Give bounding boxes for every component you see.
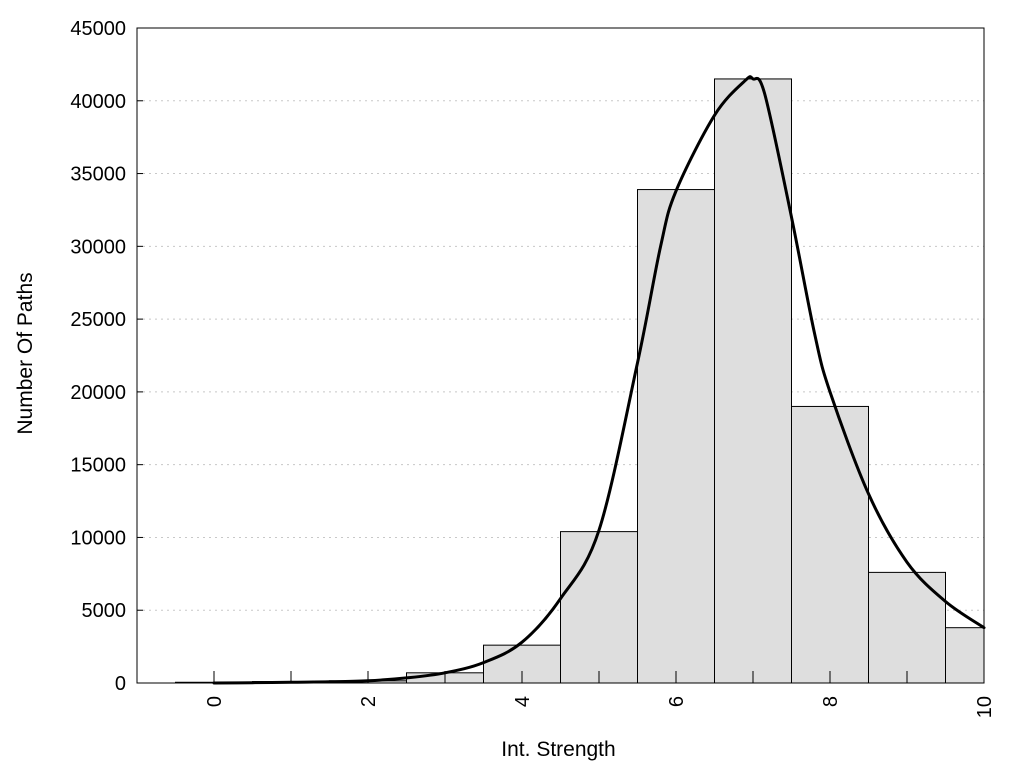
x-axis: 0 2 4 6 8 10 — [204, 671, 996, 718]
density-curve — [212, 75, 986, 685]
histogram-bars — [175, 78, 985, 684]
y-tick-label: 15000 — [70, 455, 126, 477]
histogram-bar — [637, 189, 715, 684]
y-axis: 0 5000 10000 15000 20000 25000 30000 35000 40000… — [70, 18, 143, 695]
x-tick-label: 10 — [974, 696, 996, 718]
histogram-bar — [868, 571, 946, 684]
y-tick-label: 20000 — [70, 382, 126, 404]
y-tick-label: 5000 — [82, 600, 127, 622]
y-tick-label: 30000 — [70, 236, 126, 258]
x-axis-title: Int. Strength — [501, 738, 615, 761]
y-axis-title: Number Of Paths — [14, 272, 37, 434]
y-tick-label: 45000 — [70, 18, 126, 40]
x-tick-label: 6 — [666, 696, 688, 707]
y-tick-label: 25000 — [70, 309, 126, 331]
x-tick-label: 2 — [358, 696, 380, 707]
histogram-bar — [791, 405, 869, 684]
y-tick-label: 40000 — [70, 91, 126, 113]
y-tick-label: 0 — [115, 673, 126, 695]
y-tick-label: 10000 — [70, 527, 126, 549]
x-tick-label: 0 — [204, 696, 226, 707]
x-tick-label: 8 — [820, 696, 842, 707]
x-tick-label: 4 — [512, 696, 534, 707]
density-curve-line — [212, 75, 986, 685]
histogram-bar — [560, 531, 638, 684]
y-tick-label: 35000 — [70, 164, 126, 186]
histogram-bar — [945, 627, 985, 684]
plot-frame — [136, 27, 985, 684]
histogram-bar — [714, 78, 792, 684]
